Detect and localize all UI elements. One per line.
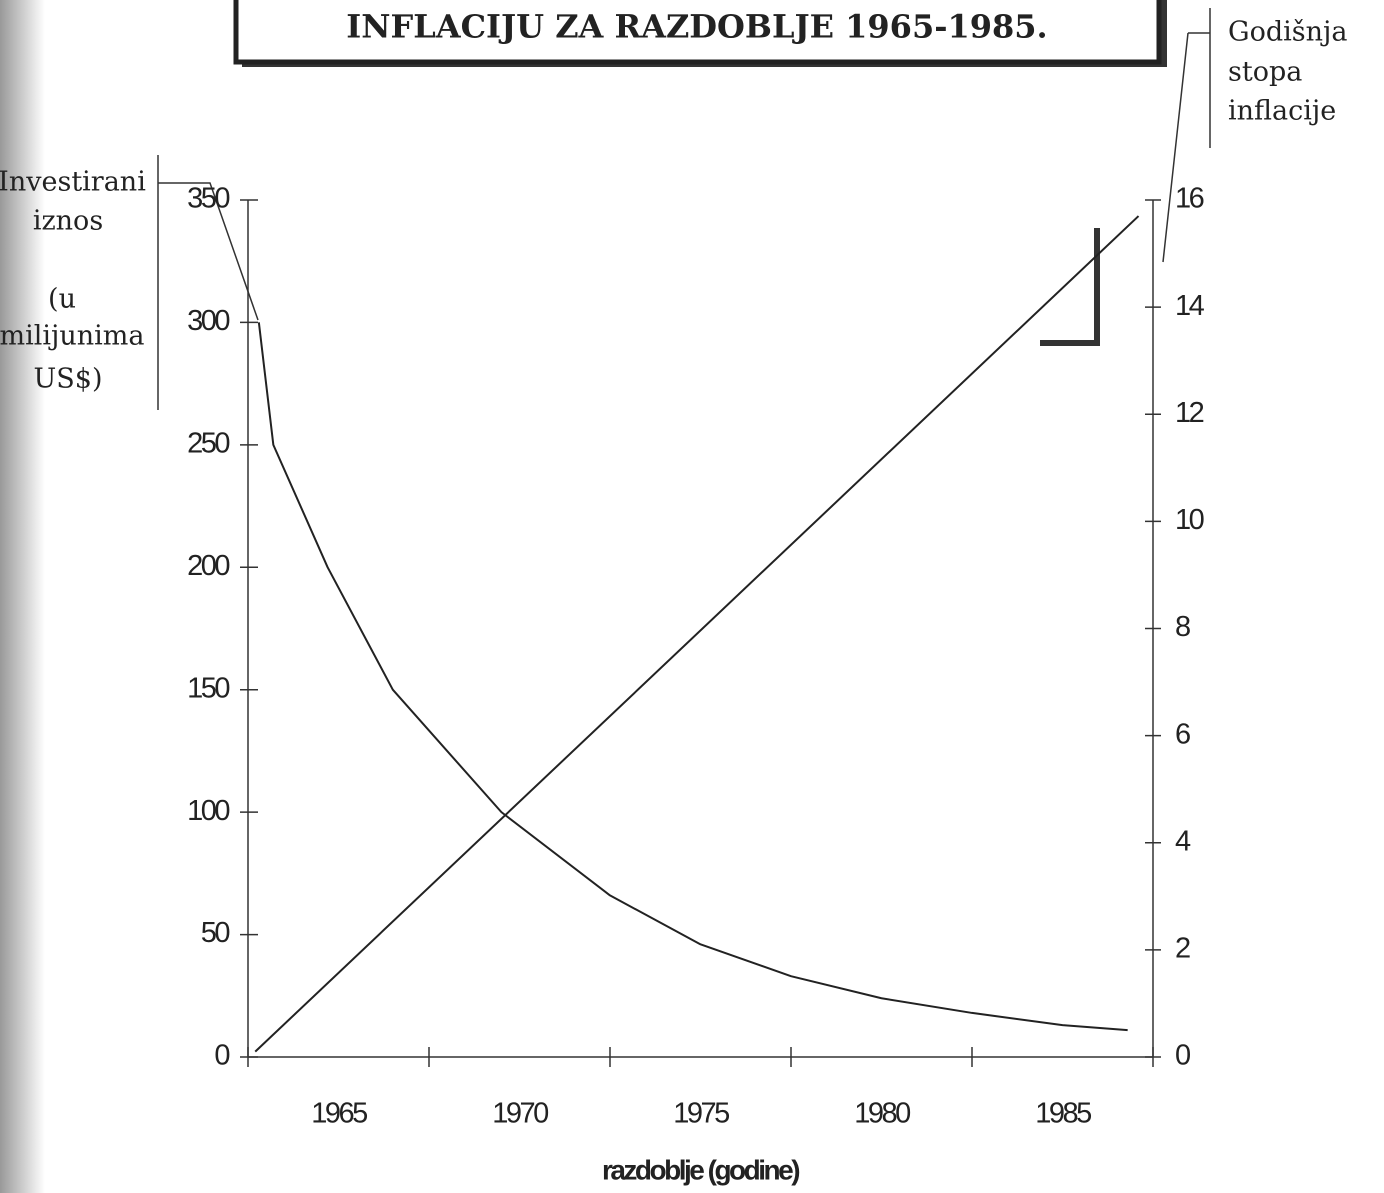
label-brackets	[157, 8, 1211, 410]
y2-tick-label: 14	[1175, 290, 1205, 322]
y2-tick-label: 10	[1175, 504, 1204, 536]
x-tick-label: 1985	[1035, 1098, 1091, 1130]
y2-tick-label: 2	[1175, 933, 1190, 965]
y2-tick-label: 0	[1175, 1040, 1190, 1072]
y-tick-label: 200	[187, 550, 229, 582]
y-label: Investirani	[0, 167, 146, 198]
y-tick-label: 250	[187, 428, 229, 460]
y-label: (u	[48, 284, 76, 315]
y-tick-label: 0	[214, 1040, 229, 1072]
y-label: iznos	[33, 206, 103, 237]
y-tick-label: 150	[187, 672, 229, 704]
title-box	[233, 0, 1162, 65]
x-label: razdoblje (godine)	[602, 1154, 799, 1185]
series-line	[257, 322, 1128, 1032]
y-tick-label: 50	[201, 917, 230, 949]
y2-tick-label: 6	[1175, 718, 1190, 750]
x-tick-label: 1970	[492, 1098, 548, 1130]
x-tick-label: 1975	[673, 1098, 729, 1130]
y-label: milijunima	[0, 321, 145, 352]
y2-tick-label: 12	[1175, 397, 1204, 429]
scan-shadow	[0, 0, 45, 1193]
y2-tick-label: 16	[1175, 183, 1204, 215]
x-tick-label: 1980	[854, 1098, 910, 1130]
y-tick-label: 350	[187, 183, 229, 215]
y-label: US$)	[34, 364, 103, 395]
y2-label: stopa	[1228, 57, 1302, 88]
series-line	[254, 215, 1140, 1053]
y-tick-label: 300	[187, 305, 229, 337]
y2-tick-label: 4	[1175, 825, 1191, 857]
y2-label: Godišnja	[1228, 17, 1347, 48]
y2-label: inflacije	[1228, 96, 1336, 127]
chart-title: INFLACIJU ZA RAZDOBLJE 1965-1985.	[346, 8, 1047, 46]
y2-tick-label: 8	[1175, 611, 1190, 643]
y-tick-label: 100	[187, 795, 229, 827]
x-tick-label: 1965	[311, 1098, 367, 1130]
